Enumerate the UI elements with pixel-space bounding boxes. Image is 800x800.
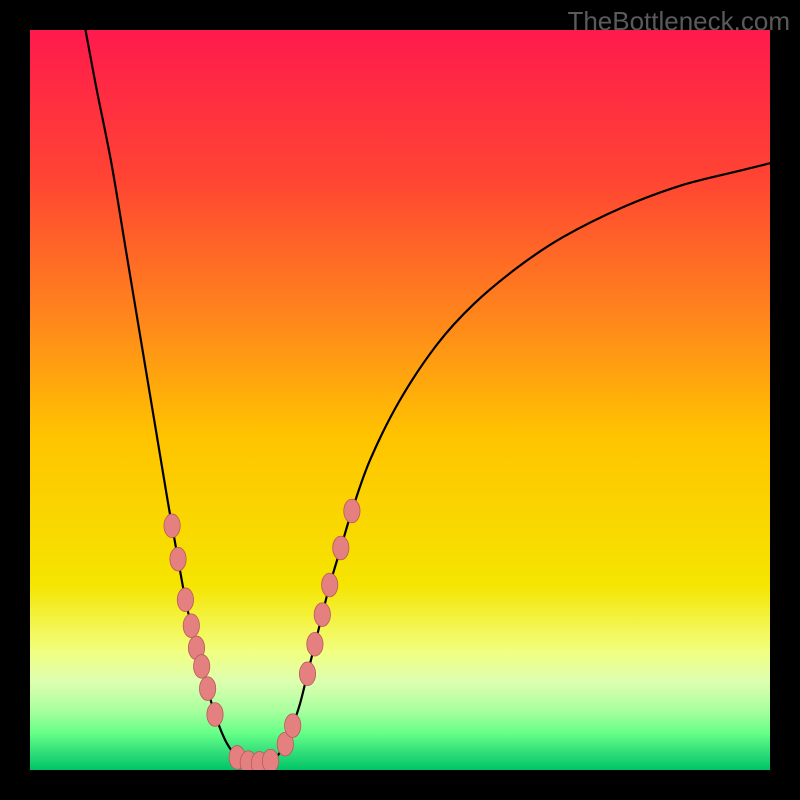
data-marker — [199, 677, 215, 701]
data-marker — [314, 603, 330, 627]
data-marker — [207, 703, 223, 727]
plot-area — [30, 30, 770, 770]
data-marker — [344, 499, 360, 523]
data-marker — [285, 714, 301, 738]
data-marker — [183, 614, 199, 638]
data-marker — [164, 514, 180, 538]
chart-frame: TheBottleneck.com — [0, 0, 800, 800]
data-marker — [170, 547, 186, 571]
data-marker — [322, 573, 338, 597]
data-marker — [177, 588, 193, 612]
data-marker — [299, 662, 315, 686]
data-marker — [307, 632, 323, 656]
watermark-text: TheBottleneck.com — [567, 6, 790, 37]
chart-svg — [30, 30, 770, 770]
data-marker — [194, 655, 210, 679]
data-marker — [262, 749, 278, 770]
data-marker — [333, 536, 349, 560]
